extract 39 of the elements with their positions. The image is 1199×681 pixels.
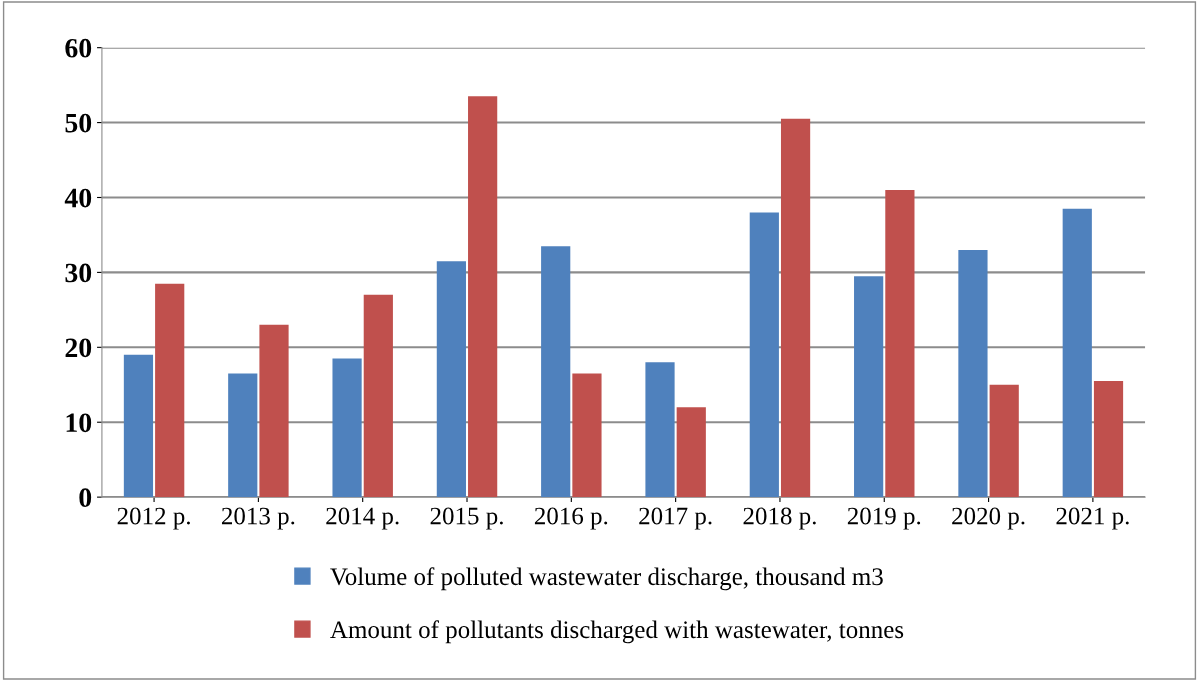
x-tick-label: 2018 р. [743,507,816,530]
bar [1093,381,1124,498]
bar [468,96,498,498]
bar [885,190,915,498]
bar [436,261,466,498]
y-tick-label: 40 [64,188,92,208]
x-tick-label: 2016 р. [534,507,608,530]
x-tick-label: 2015 р. [430,507,503,530]
y-tick-label: 50 [65,113,92,133]
bar [332,358,362,498]
x-tick-label: 2021 р. [1056,507,1129,530]
bar [228,373,258,498]
y-tick-label: 0 [79,488,92,508]
bar [645,362,675,498]
bar [854,276,884,498]
legend-label: Volume of polluted wastewater discharge, thousand m3 [330,567,883,591]
x-tick-label: 2017 р. [639,507,712,530]
bar [541,246,571,498]
bar [123,354,154,498]
bar [749,212,779,498]
bar [155,283,185,498]
y-tick-label: 30 [65,263,92,283]
bar [572,373,602,498]
bar [1062,208,1092,498]
bar [958,249,988,498]
y-tick-label: 10 [66,413,92,433]
x-tick-label: 2020 р. [952,507,1025,530]
bar [780,118,811,498]
x-tick-label: 2014 р. [326,507,399,530]
bar [363,294,393,498]
x-tick-label: 2019 р. [847,507,921,530]
bar [676,407,706,498]
x-tick-label: 2012 р. [117,507,190,530]
y-tick-label: 20 [65,338,92,358]
y-tick-label: 60 [65,38,92,58]
legend-label: Amount of pollutants discharged with wastewater, tonnes [330,620,904,644]
bar [989,384,1019,498]
bar [259,324,289,498]
x-tick-label: 2013 р. [221,507,295,530]
